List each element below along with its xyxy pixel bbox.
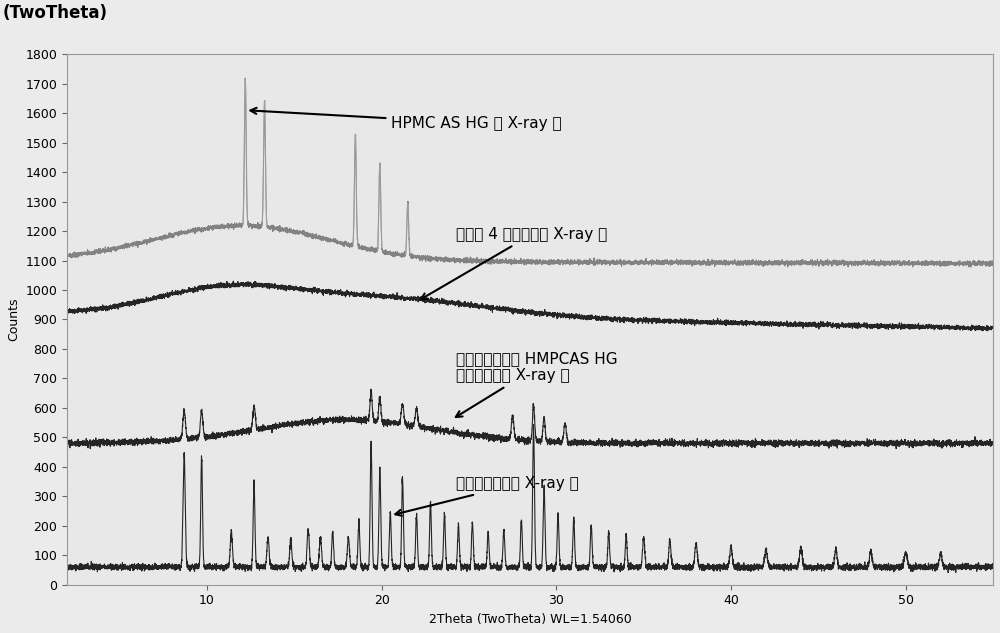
Y-axis label: Counts: Counts [7,298,20,341]
Text: 实验例 4 固体分散的 X-ray 图: 实验例 4 固体分散的 X-ray 图 [421,227,607,299]
Text: 醛酸阿比特龙与 HMPCAS HG
物理混合物的 X-ray 图: 醛酸阿比特龙与 HMPCAS HG 物理混合物的 X-ray 图 [456,351,618,417]
Text: 醛酸阿比特龙的 X-ray 图: 醛酸阿比特龙的 X-ray 图 [395,477,579,516]
Text: (TwoTheta): (TwoTheta) [2,4,107,22]
X-axis label: 2Theta (TwoTheta) WL=1.54060: 2Theta (TwoTheta) WL=1.54060 [429,613,631,626]
Text: HPMC AS HG 的 X-ray 图: HPMC AS HG 的 X-ray 图 [250,108,562,130]
